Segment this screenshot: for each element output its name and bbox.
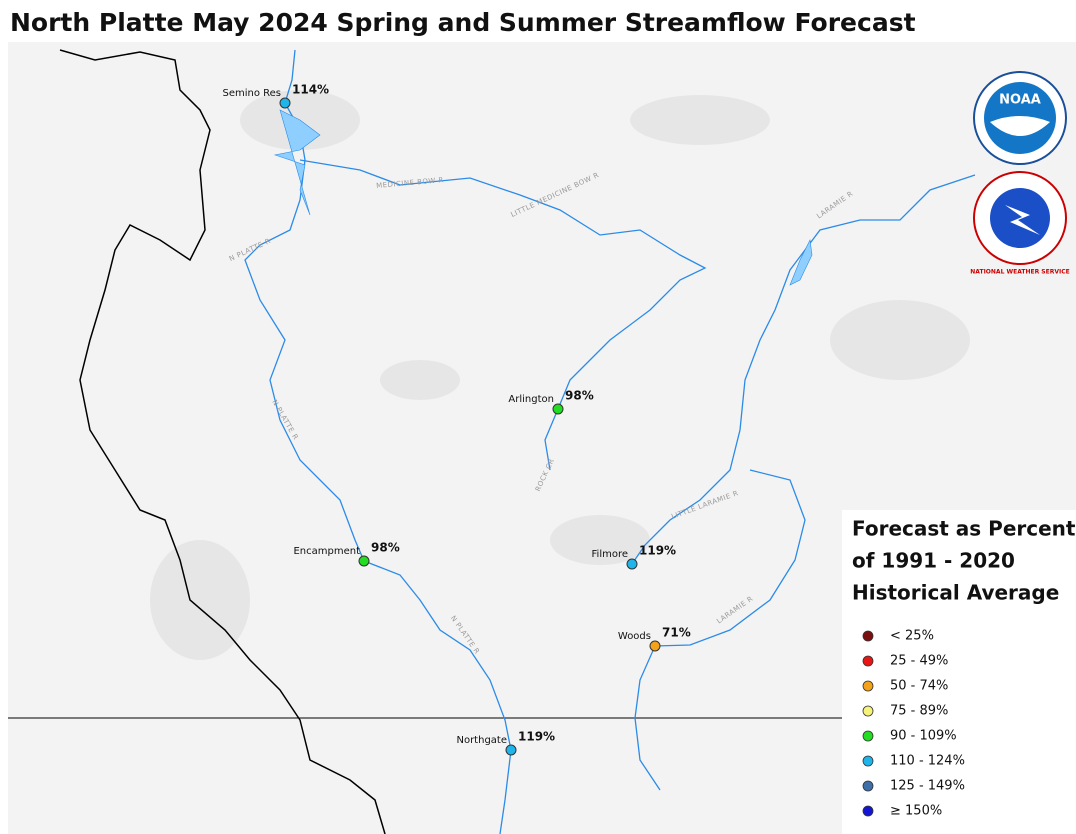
legend-label: 50 - 74% <box>890 679 948 694</box>
noaa-logo: NOAA <box>973 71 1067 165</box>
legend-dot <box>862 755 874 767</box>
station-value: 114% <box>292 83 329 97</box>
legend-dot <box>862 680 874 692</box>
legend-background <box>842 510 1076 834</box>
station-value: 119% <box>518 730 555 744</box>
legend-label: 75 - 89% <box>890 704 948 719</box>
station-value: 98% <box>565 389 594 403</box>
legend-label: 110 - 124% <box>890 754 965 769</box>
legend-dot <box>862 705 874 717</box>
legend-dot <box>862 780 874 792</box>
noaa-text: NOAA <box>999 93 1041 108</box>
legend-dot <box>862 655 874 667</box>
station-value: 71% <box>662 626 691 640</box>
stations: Semino Res 114% Arlington 98% Encampment 98% F… <box>222 83 691 756</box>
legend-dot <box>862 805 874 817</box>
legend-title: Historical Average <box>852 581 1059 605</box>
legend-label: 25 - 49% <box>890 654 948 669</box>
station-value: 119% <box>639 544 676 558</box>
legend-label: 90 - 109% <box>890 729 957 744</box>
station-dot <box>505 744 517 756</box>
station-value: 98% <box>371 541 400 555</box>
station-dot <box>649 640 661 652</box>
legend-title: of 1991 - 2020 <box>852 549 1015 573</box>
rivers <box>244 49 976 834</box>
terrain <box>150 90 970 660</box>
title: North Platte May 2024 Spring and Summer … <box>10 8 916 37</box>
station-name: Woods <box>618 631 651 642</box>
legend-label: < 25% <box>890 629 934 644</box>
river <box>299 159 707 471</box>
river <box>634 469 806 791</box>
reservoir <box>789 238 813 286</box>
station-dot <box>552 403 564 415</box>
nws-logo: NATIONAL WEATHER SERVICE <box>970 171 1070 276</box>
station-dot <box>279 97 291 109</box>
nws-text: NATIONAL WEATHER SERVICE <box>970 269 1069 276</box>
reservoir <box>273 109 321 216</box>
legend: Forecast as Percent of 1991 - 2020 Histori… <box>842 510 1076 834</box>
station-name: Encampment <box>293 546 360 557</box>
legend-dot <box>862 630 874 642</box>
station-name: Arlington <box>508 394 554 405</box>
river <box>631 174 976 565</box>
legend-dot <box>862 730 874 742</box>
legend-title: Forecast as Percent <box>852 517 1076 541</box>
station-name: Semino Res <box>222 88 281 99</box>
station-name: Northgate <box>456 735 507 746</box>
legend-label: 125 - 149% <box>890 779 965 794</box>
legend-label: ≥ 150% <box>890 804 942 819</box>
station-name: Filmore <box>592 549 628 560</box>
county-border <box>59 49 386 834</box>
station-dot <box>358 555 370 567</box>
station-dot <box>626 558 638 570</box>
